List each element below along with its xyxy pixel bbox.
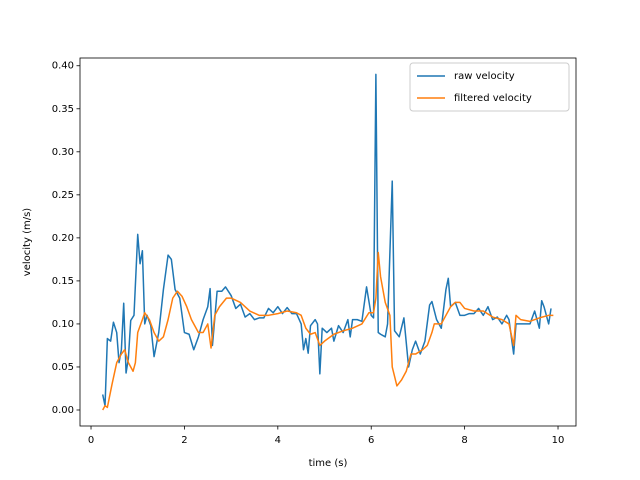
y-tick-label: 0.25: [52, 190, 74, 201]
x-tick-label: 0: [88, 435, 94, 446]
data-line: [102, 251, 554, 411]
y-tick-label: 0.40: [52, 61, 74, 72]
legend-label: raw velocity: [454, 71, 515, 82]
legend-box: [409, 62, 570, 112]
legend-label: filtered velocity: [454, 93, 532, 104]
y-axis-label: velocity (m/s): [22, 208, 33, 276]
y-tick-label: 0.05: [52, 362, 74, 373]
x-tick-label: 10: [552, 435, 565, 446]
plot-frame: [79, 57, 577, 427]
x-tick-label: 6: [368, 435, 374, 446]
data-line: [101, 73, 552, 407]
y-tick-label: 0.30: [52, 147, 74, 158]
y-tick-label: 0.10: [52, 319, 74, 330]
x-tick-label: 2: [181, 435, 187, 446]
y-tick-label: 0.35: [52, 104, 74, 115]
y-tick-label: 0.00: [52, 405, 74, 416]
x-axis-label: time (s): [309, 458, 348, 469]
y-tick-label: 0.20: [52, 233, 74, 244]
x-tick-label: 8: [461, 435, 467, 446]
y-tick-label: 0.15: [52, 276, 74, 287]
x-tick-label: 4: [275, 435, 281, 446]
